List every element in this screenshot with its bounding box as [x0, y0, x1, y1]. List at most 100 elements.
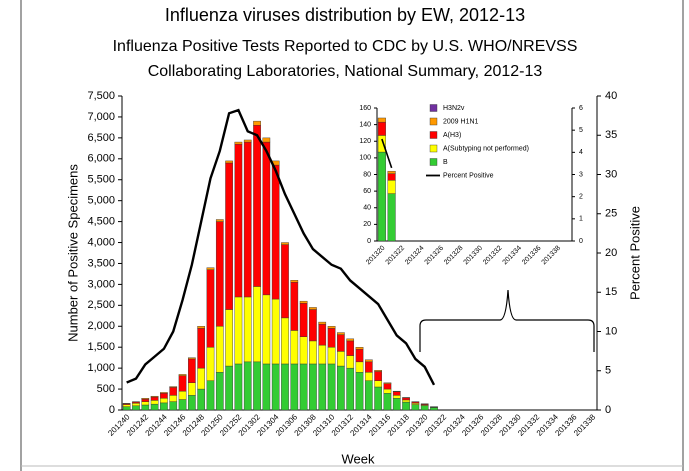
bar-segment [387, 173, 396, 181]
bar-segment [206, 267, 215, 270]
y-axis-title: Number of Positive Specimens [65, 164, 80, 342]
bar-segment [377, 151, 386, 242]
bar-segment [197, 326, 205, 329]
y-tick-label: 100 [359, 155, 371, 162]
bar-segment [377, 135, 386, 153]
bar-segment [188, 358, 196, 383]
bar-segment [309, 307, 317, 310]
bar-segment [262, 141, 271, 296]
bar-segment [188, 395, 196, 411]
bar-segment [215, 221, 224, 327]
y-tick-label: 140 [359, 121, 371, 128]
bar-segment [197, 328, 205, 369]
bar-segment [383, 393, 392, 411]
bar-segment [150, 396, 159, 401]
legend-label: H3N2v [443, 105, 465, 112]
bar-segment [281, 242, 289, 245]
bar-segment [160, 392, 168, 394]
legend-swatch [429, 131, 438, 139]
bar-segment [411, 404, 420, 411]
y-tick-label: 160 [359, 105, 371, 112]
bar-segment [346, 355, 355, 369]
bar-segment [364, 361, 373, 373]
y-tick-label: 4,000 [87, 236, 115, 248]
bar-segment [197, 367, 205, 390]
y-tick-label: 7,500 [87, 90, 115, 102]
bar-segment [234, 141, 243, 145]
bar-segment [355, 372, 364, 411]
bar-segment [178, 375, 187, 392]
bar-segment [364, 372, 373, 381]
bar-segment [355, 349, 364, 363]
y-tick-label: 6,500 [87, 132, 115, 144]
bar-segment [290, 363, 299, 411]
legend-label: B [443, 159, 448, 166]
bar-segment [299, 363, 308, 411]
bar-segment [243, 141, 252, 298]
bar-segment [392, 395, 401, 399]
y-tick-label: 5,000 [87, 195, 115, 207]
y-tick-label: 3,500 [87, 257, 115, 269]
bar-segment [141, 404, 150, 411]
bar-segment [402, 399, 410, 403]
y2-tick-label: 20 [605, 247, 617, 259]
bar-segment [178, 374, 187, 376]
bar-segment [364, 380, 373, 411]
bar-segment [141, 398, 150, 400]
bar-segment [234, 143, 243, 298]
y-tick-label: 5,500 [87, 174, 115, 186]
bar-segment [355, 347, 364, 350]
bar-segment [225, 309, 233, 367]
bar-segment [141, 401, 150, 406]
y2-tick-label: 15 [605, 286, 617, 298]
bar-segment [318, 363, 327, 411]
bar-segment [374, 371, 382, 381]
y2-tick-label: 2 [579, 194, 583, 201]
bar-segment [430, 407, 438, 411]
bar-segment [206, 269, 215, 348]
y-tick-label: 1,500 [87, 341, 115, 353]
bar-segment [215, 326, 224, 373]
bar-segment [387, 180, 396, 194]
bar-segment [281, 363, 289, 411]
bar-segment [169, 387, 178, 396]
bar-segment [215, 219, 224, 222]
bar-segment [318, 344, 327, 365]
bar-segment [122, 406, 131, 411]
bar-segment [178, 399, 187, 411]
legend-swatch [429, 104, 438, 112]
y2-axis-title: Percent Positive [627, 206, 642, 300]
bar-segment [290, 282, 299, 331]
chart-subtitle: Influenza Positive Tests Reported to CDC… [113, 38, 578, 55]
bar-segment [290, 330, 299, 365]
bar-segment [387, 193, 396, 242]
bar-segment [337, 351, 345, 367]
legend-swatch [429, 144, 438, 153]
bar-segment [178, 390, 187, 400]
legend-label: A(Subtyping not performed) [443, 145, 529, 152]
bar-segment [337, 365, 345, 411]
bar-segment [299, 300, 308, 304]
y2-tick-label: 30 [605, 168, 617, 180]
y-tick-label: 40 [363, 205, 371, 212]
bar-segment [318, 323, 327, 346]
bar-segment [337, 332, 345, 335]
y2-tick-label: 35 [605, 129, 617, 141]
bar-segment [392, 391, 401, 396]
bar-segment [262, 137, 271, 143]
bar-segment [262, 294, 271, 365]
bar-segment [290, 280, 299, 283]
bar-segment [169, 395, 178, 402]
y2-tick-label: 5 [579, 127, 583, 134]
y2-tick-label: 6 [579, 105, 583, 112]
bar-segment [327, 347, 336, 365]
bar-segment [225, 162, 233, 310]
bar-segment [225, 365, 233, 411]
bar-segment [383, 382, 392, 384]
y-tick-label: 80 [363, 171, 371, 178]
y-tick-label: 20 [363, 221, 371, 228]
y2-tick-label: 1 [579, 216, 583, 223]
bar-segment [234, 363, 243, 411]
bar-segment [346, 340, 355, 356]
